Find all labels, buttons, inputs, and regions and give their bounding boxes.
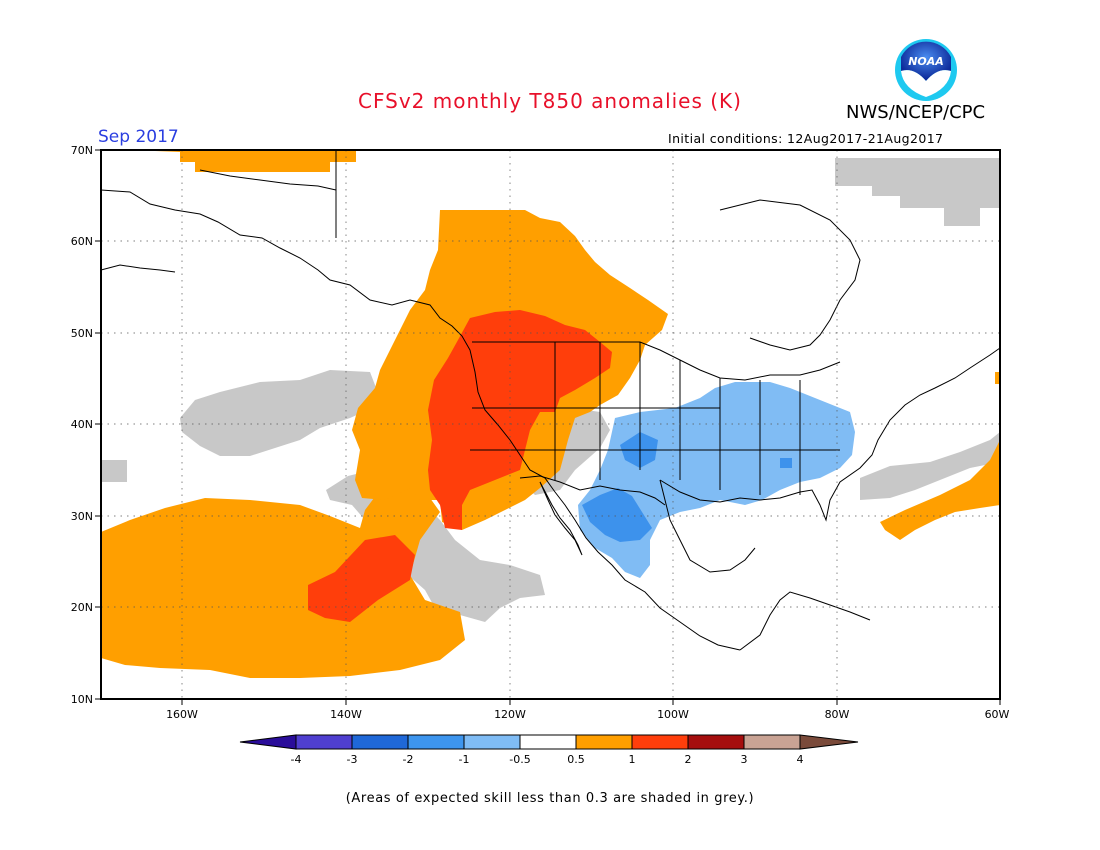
- grey-area-greenland: [835, 158, 1000, 226]
- baja-peninsula: [539, 481, 583, 556]
- warm-anomaly-areas: [101, 150, 1000, 678]
- colorbar-segment: [351, 734, 409, 750]
- hudson-bay: [719, 199, 861, 351]
- lat-label: 40N: [71, 418, 93, 431]
- lon-label: 140W: [330, 708, 362, 721]
- skill-footnote: (Areas of expected skill less than 0.3 a…: [345, 791, 755, 806]
- lon-label: 80W: [825, 708, 850, 721]
- lat-label: 20N: [71, 601, 93, 614]
- colorbar-label: 2: [685, 753, 692, 766]
- central-america-coast: [739, 591, 871, 651]
- colorbar-max-arrow: [799, 734, 859, 750]
- colorbar-segment: [407, 734, 465, 750]
- gulf-atlantic-coast: [659, 347, 1001, 522]
- colorbar-segment: [519, 734, 577, 750]
- lon-label: 100W: [657, 708, 689, 721]
- colorbar-label: 3: [741, 753, 748, 766]
- warm-area-arctic-coast: [130, 150, 356, 172]
- us-mexico-border: [519, 475, 666, 506]
- lat-label: 10N: [71, 693, 93, 706]
- lon-label: 160W: [166, 708, 198, 721]
- colorbar-segment: [575, 734, 633, 750]
- valid-period-label: Sep 2017: [98, 127, 179, 147]
- arctic-coast: [199, 169, 337, 191]
- colorbar-label: -0.5: [509, 753, 530, 766]
- aleutian-coast: [100, 264, 176, 273]
- warm-area-pacific-core: [308, 535, 415, 622]
- colorbar: -4 -3 -2 -1 -0.5 0.5 1 2 3 4: [239, 734, 859, 766]
- cool-area-mexico-core: [582, 488, 652, 542]
- colorbar-label: -1: [459, 753, 470, 766]
- axis-ticks: [95, 149, 1001, 705]
- svg-text:NOAA: NOAA: [908, 55, 944, 68]
- colorbar-segment: [295, 734, 353, 750]
- colorbar-label: -4: [291, 753, 302, 766]
- agency-label: NWS/NCEP/CPC: [846, 102, 986, 123]
- initial-conditions-label: Initial conditions: 12Aug2017-21Aug2017: [668, 131, 944, 146]
- noaa-logo-icon: NOAA: [895, 39, 957, 101]
- warm-area-subtropical-pacific: [101, 484, 465, 678]
- coastlines: [100, 169, 1001, 651]
- lon-label: 60W: [985, 708, 1010, 721]
- cool-area-tennessee-spot: [780, 458, 792, 468]
- colorbar-label: 4: [797, 753, 804, 766]
- colorbar-segment: [631, 734, 689, 750]
- map-title: CFSv2 monthly T850 anomalies (K): [358, 89, 742, 113]
- cool-anomaly-areas: [578, 382, 855, 578]
- colorbar-label: 0.5: [567, 753, 585, 766]
- latitude-labels: 70N 60N 50N 40N 30N 20N 10N: [71, 144, 93, 706]
- colorbar-label: -2: [403, 753, 414, 766]
- graticule: [101, 150, 1000, 699]
- longitude-labels: 160W 140W 120W 100W 80W 60W: [166, 708, 1009, 721]
- colorbar-segment: [743, 734, 801, 750]
- colorbar-label: -3: [347, 753, 358, 766]
- mexico-gulf-coast: [659, 479, 756, 573]
- warm-area-atlantic-north: [995, 372, 1000, 384]
- grey-area-pacific-north: [180, 370, 380, 456]
- grey-area-atlantic: [860, 432, 1000, 500]
- colorbar-segment: [687, 734, 745, 750]
- lat-label: 50N: [71, 327, 93, 340]
- colorbar-segment: [463, 734, 521, 750]
- colorbar-min-arrow: [239, 734, 297, 750]
- warm-area-atlantic: [880, 440, 1000, 540]
- lon-label: 120W: [494, 708, 526, 721]
- lat-label: 70N: [71, 144, 93, 157]
- lat-label: 30N: [71, 510, 93, 523]
- colorbar-label: 1: [629, 753, 636, 766]
- grey-area-pacific-west: [101, 460, 127, 482]
- colorbar-labels: -4 -3 -2 -1 -0.5 0.5 1 2 3 4: [291, 753, 804, 766]
- state-borders: [470, 342, 840, 495]
- warm-area-northwest-us-core: [428, 310, 612, 530]
- political-borders: [335, 150, 841, 506]
- lat-label: 60N: [71, 235, 93, 248]
- pacific-coastline: [100, 189, 741, 651]
